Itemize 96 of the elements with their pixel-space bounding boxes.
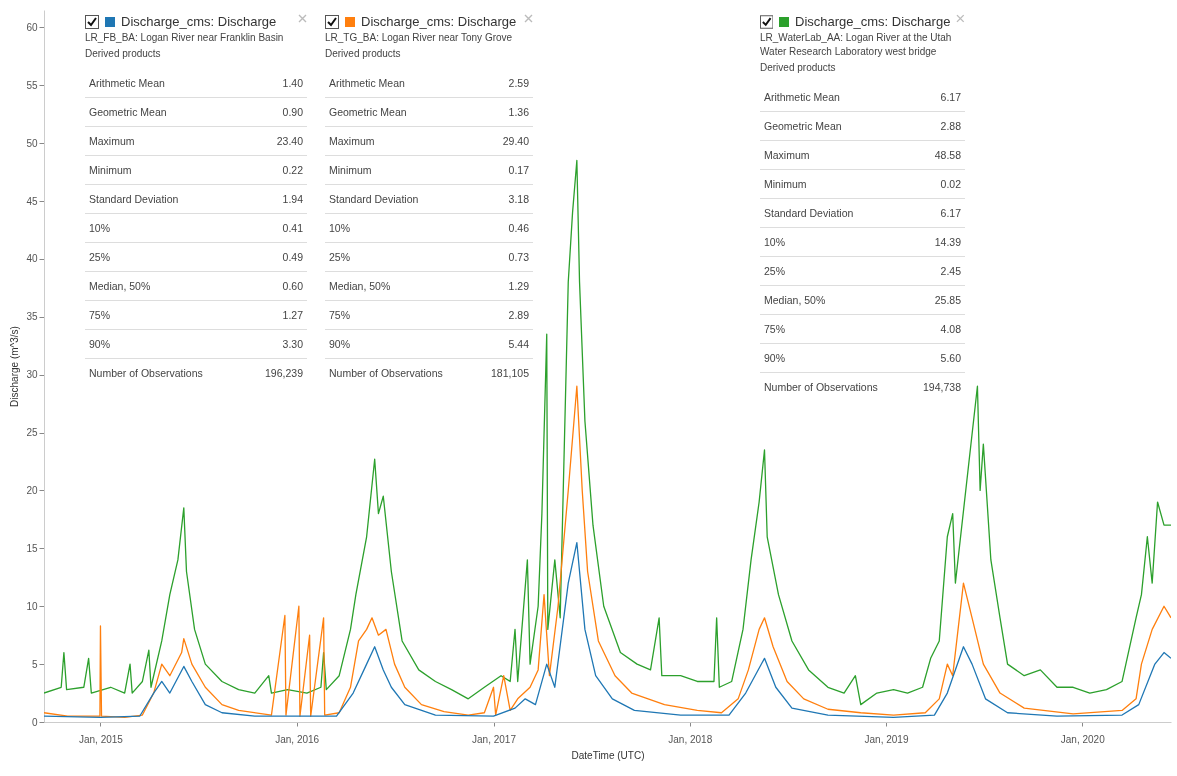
legend-label: Discharge_cms: Discharge: [121, 14, 277, 29]
x-tick-label: Jan, 2016: [275, 733, 320, 745]
y-tick-label: 35: [26, 311, 38, 323]
y-tick-label: 25: [26, 427, 38, 439]
y-axis-title: Discharge (m^3/s): [9, 326, 21, 407]
x-tick-label: Jan, 2017: [472, 733, 517, 745]
annotation: LR_TG_BA: Logan River near Tony Grove: [325, 31, 514, 45]
annotation: LR_WaterLab_AA: Logan River at the Utah Water Research Laboratory west bridge: [760, 31, 953, 59]
annotation: 25.85: [908, 285, 965, 315]
annotation: LR_FB_BA: Logan River near Franklin Basin: [85, 31, 285, 45]
annotation: Geometric Mean: [325, 97, 476, 127]
annotation: 3.18: [476, 184, 533, 214]
annotation: 10%: [760, 227, 909, 257]
annotation: 2.88: [908, 111, 965, 141]
annotation: Geometric Mean: [85, 97, 247, 127]
annotation: 0.02: [908, 169, 965, 199]
annotation: Median, 50%: [325, 271, 476, 301]
annotation: 1.94: [246, 184, 307, 214]
annotation: Arithmetic Mean: [760, 83, 909, 112]
annotation: Median, 50%: [760, 285, 909, 315]
annotation: 1.40: [246, 69, 307, 98]
annotation: Standard Deviation: [325, 184, 476, 214]
annotation: 90%: [325, 329, 476, 359]
annotation: 23.40: [246, 126, 307, 156]
annotation: Arithmetic Mean: [325, 69, 476, 98]
y-tick-label: 15: [26, 542, 38, 554]
annotation: 5.44: [476, 329, 533, 359]
annotation: Number of Observations: [763, 380, 879, 395]
annotation: 2.89: [476, 300, 533, 330]
annotation: 6.17: [908, 83, 965, 112]
annotation: 25%: [85, 242, 247, 272]
annotation: 181,105: [490, 366, 530, 381]
legend-label: Discharge_cms: Discharge: [361, 14, 517, 29]
annotation: 0.17: [476, 155, 533, 185]
annotation: 0.60: [246, 271, 307, 301]
y-tick-label: 40: [26, 253, 38, 265]
x-tick-label: Jan, 2019: [864, 733, 909, 745]
annotation: 0.46: [476, 213, 533, 243]
annotation: 5.60: [908, 343, 965, 373]
annotation: Median, 50%: [85, 271, 247, 301]
y-tick-label: 10: [26, 600, 38, 612]
legend-label: Discharge_cms: Discharge: [795, 14, 951, 29]
annotation: 48.58: [908, 140, 965, 170]
annotation: 75%: [760, 314, 909, 344]
annotation: 196,239: [264, 366, 304, 381]
annotation: 1.27: [246, 300, 307, 330]
annotation: 0.41: [246, 213, 307, 243]
annotation: Maximum: [760, 140, 909, 170]
annotation: 1.36: [476, 97, 533, 127]
annotation: Maximum: [325, 126, 476, 156]
x-axis-title: DateTime (UTC): [571, 749, 645, 761]
annotation: 90%: [760, 343, 909, 373]
annotation: 75%: [85, 300, 247, 330]
annotation: 90%: [85, 329, 247, 359]
annotation: 75%: [325, 300, 476, 330]
annotation: 4.08: [908, 314, 965, 344]
annotation: 6.17: [908, 198, 965, 228]
annotation: Minimum: [760, 169, 909, 199]
annotation: Minimum: [325, 155, 476, 185]
y-tick-label: 20: [26, 484, 38, 496]
annotation: 1.29: [476, 271, 533, 301]
annotation: 2.45: [908, 256, 965, 286]
annotation: 0.49: [246, 242, 307, 272]
annotation: Maximum: [85, 126, 247, 156]
annotation: 25%: [325, 242, 476, 272]
annotation: Derived products: [85, 47, 162, 61]
annotation: 14.39: [908, 227, 965, 257]
annotation: 25%: [760, 256, 909, 286]
annotation: Derived products: [325, 47, 402, 61]
annotation: Minimum: [85, 155, 247, 185]
x-tick-label: Jan, 2018: [668, 733, 713, 745]
y-tick-label: 60: [26, 21, 38, 33]
annotation: 0.73: [476, 242, 533, 272]
annotation: Derived products: [760, 61, 837, 75]
annotation: Standard Deviation: [85, 184, 247, 214]
y-tick-label: 50: [26, 137, 38, 149]
y-tick-label: 30: [26, 369, 38, 381]
annotation: 194,738: [922, 380, 962, 395]
annotation: 10%: [325, 213, 476, 243]
annotation: Arithmetic Mean: [85, 69, 247, 98]
y-tick-label: 45: [26, 195, 38, 207]
x-tick-label: Jan, 2015: [78, 733, 124, 745]
annotation: 2.59: [476, 69, 533, 98]
annotation: 10%: [85, 213, 247, 243]
x-tick-label: Jan, 2020: [1060, 733, 1106, 745]
annotation: 0.90: [246, 97, 307, 127]
annotation: Geometric Mean: [760, 111, 909, 141]
annotation: Number of Observations: [328, 366, 444, 381]
annotation: Number of Observations: [88, 366, 204, 381]
annotation: 29.40: [476, 126, 533, 156]
y-tick-label: 5: [31, 658, 38, 670]
annotation: Standard Deviation: [760, 198, 909, 228]
annotation: 3.30: [246, 329, 307, 359]
y-tick-label: 0: [31, 716, 38, 728]
annotation: 0.22: [246, 155, 307, 185]
y-tick-label: 55: [26, 79, 38, 91]
